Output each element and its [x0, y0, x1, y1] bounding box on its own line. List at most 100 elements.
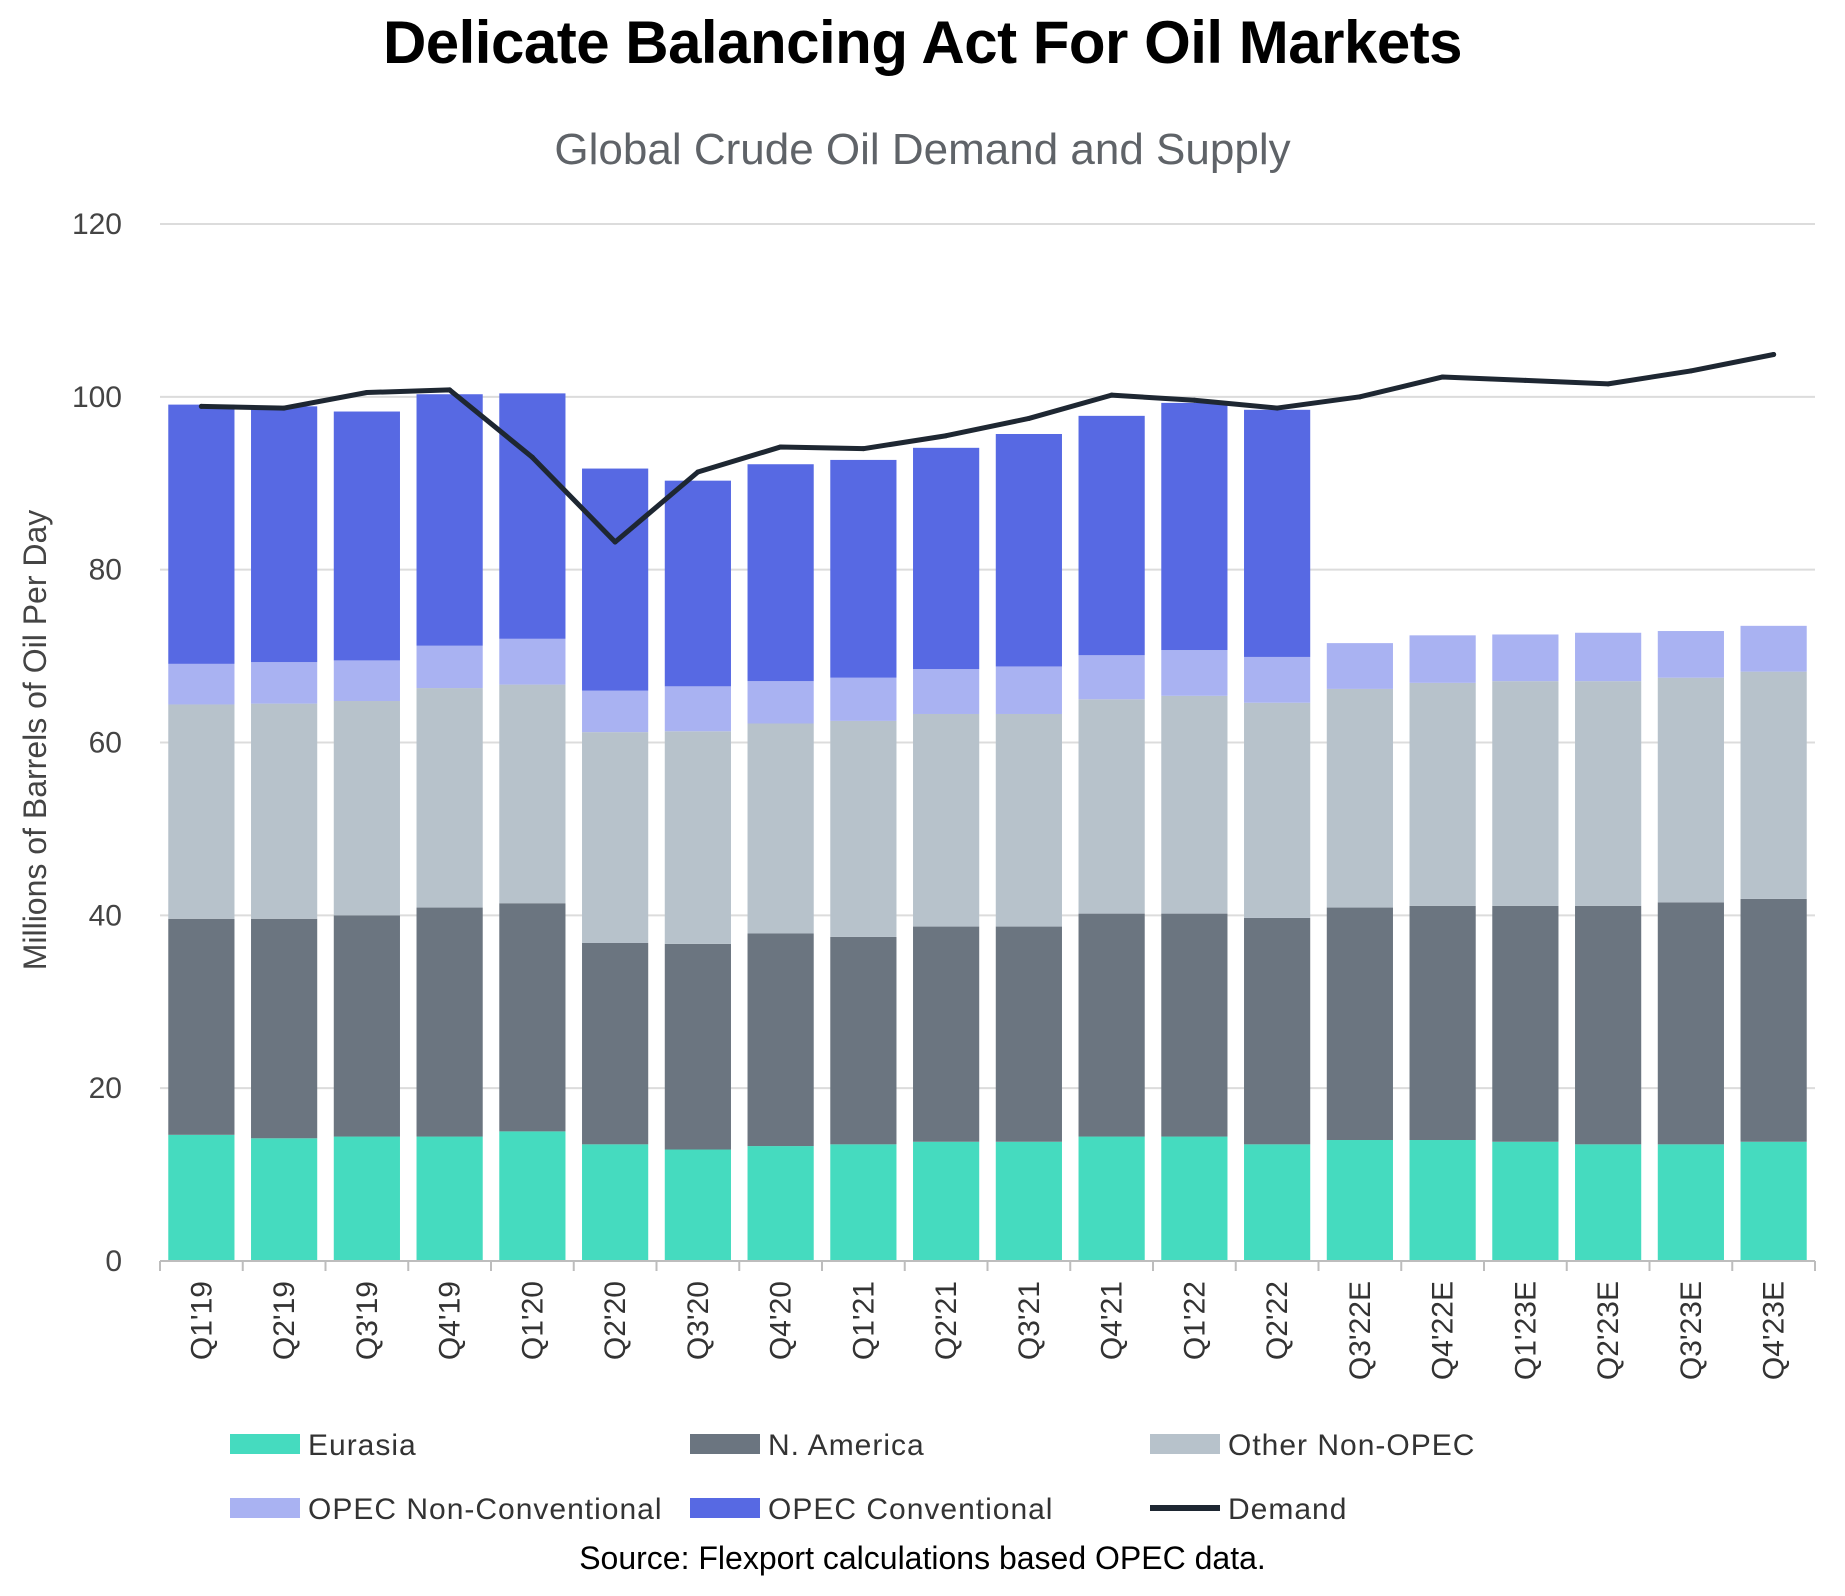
bar-opec-non-conventional: [1244, 656, 1311, 703]
bar-eurasia: [1244, 1144, 1311, 1261]
bar-opec-non-conventional: [747, 681, 814, 724]
bar-opec-non-conventional: [582, 690, 649, 733]
bar-other-non-opec: [416, 688, 483, 908]
x-tick-label: Q3'21: [1013, 1281, 1046, 1360]
bar-opec-non-conventional: [1657, 631, 1724, 678]
bar-other-non-opec: [251, 703, 318, 919]
demand-point: [1688, 368, 1694, 374]
x-tick-label: Q3'20: [682, 1281, 715, 1360]
bar-other-non-opec: [747, 723, 814, 934]
bar-other-non-opec: [664, 731, 731, 944]
x-tick-label: Q4'21: [1096, 1281, 1129, 1360]
bar-eurasia: [333, 1136, 400, 1261]
x-tick-label: Q2'19: [268, 1281, 301, 1360]
chart-title: Delicate Balancing Act For Oil Markets: [382, 9, 1463, 76]
bar-other-non-opec: [499, 684, 566, 904]
demand-point: [1357, 394, 1363, 400]
bar-n-america: [333, 915, 400, 1137]
demand-point: [1274, 405, 1280, 411]
bar-opec-non-conventional: [1575, 632, 1642, 682]
bar-n-america: [1740, 898, 1807, 1142]
bar-n-america: [1078, 913, 1145, 1137]
bar-opec-conventional: [416, 394, 483, 646]
bar-eurasia: [830, 1144, 897, 1261]
bar-opec-conventional: [664, 480, 731, 687]
bar-opec-non-conventional: [830, 677, 897, 721]
legend-swatch-n-america: [690, 1434, 760, 1454]
bar-opec-conventional: [913, 447, 980, 670]
y-axis-label: Millions of Barrels of Oil Per Day: [17, 510, 53, 971]
bar-opec-non-conventional: [333, 660, 400, 702]
bar-opec-non-conventional: [1740, 625, 1807, 672]
bar-n-america: [664, 943, 731, 1150]
y-tick-label: 20: [89, 1072, 122, 1105]
demand-point: [943, 433, 949, 439]
demand-point: [1771, 351, 1777, 357]
bar-opec-conventional: [995, 433, 1062, 667]
x-tick-label: Q3'19: [351, 1281, 384, 1360]
x-tick-label: Q2'23E: [1592, 1281, 1625, 1380]
demand-point: [1026, 415, 1032, 421]
demand-point: [198, 403, 204, 409]
bar-opec-non-conventional: [1409, 635, 1476, 683]
legend-label-n-america: N. America: [768, 1429, 925, 1462]
bar-opec-non-conventional: [995, 666, 1062, 714]
demand-point: [447, 387, 453, 393]
bar-other-non-opec: [582, 732, 649, 943]
bar-other-non-opec: [913, 713, 980, 927]
bar-n-america: [416, 907, 483, 1137]
demand-point: [612, 539, 618, 545]
x-tick-label: Q3'22E: [1344, 1281, 1377, 1380]
bar-eurasia: [1575, 1144, 1642, 1261]
demand-point: [1109, 392, 1115, 398]
x-tick-label: Q4'22E: [1427, 1281, 1460, 1380]
x-tick-label: Q1'21: [847, 1281, 880, 1360]
bar-other-non-opec: [1078, 699, 1145, 914]
x-tick-label: Q1'19: [185, 1281, 218, 1360]
bar-n-america: [582, 942, 649, 1145]
bar-opec-non-conventional: [1078, 655, 1145, 700]
bar-other-non-opec: [1575, 681, 1642, 906]
x-tick-label: Q4'19: [434, 1281, 467, 1360]
bar-opec-non-conventional: [416, 645, 483, 689]
bar-opec-conventional: [1161, 402, 1228, 651]
bar-eurasia: [416, 1136, 483, 1261]
y-tick-label: 60: [89, 727, 122, 760]
bar-opec-conventional: [333, 411, 400, 661]
demand-point: [860, 446, 866, 452]
bar-n-america: [499, 903, 566, 1132]
x-tick-label: Q1'22: [1178, 1281, 1211, 1360]
demand-point: [1440, 374, 1446, 380]
bar-n-america: [747, 933, 814, 1147]
bar-other-non-opec: [995, 713, 1062, 927]
bar-n-america: [1492, 905, 1559, 1142]
bar-opec-conventional: [582, 468, 649, 691]
bar-other-non-opec: [1740, 671, 1807, 899]
demand-point: [1605, 381, 1611, 387]
demand-point: [1191, 397, 1197, 403]
bar-n-america: [168, 918, 235, 1135]
bar-eurasia: [1161, 1136, 1228, 1261]
bar-opec-non-conventional: [499, 638, 566, 685]
bar-n-america: [1161, 913, 1228, 1137]
chart-subtitle: Global Crude Oil Demand and Supply: [554, 125, 1291, 174]
bar-other-non-opec: [1244, 702, 1311, 918]
bar-eurasia: [1409, 1140, 1476, 1261]
y-tick-label: 0: [105, 1245, 122, 1278]
bar-other-non-opec: [1326, 688, 1393, 908]
bar-eurasia: [1657, 1144, 1724, 1261]
bar-other-non-opec: [1657, 677, 1724, 903]
bar-n-america: [830, 936, 897, 1145]
bar-opec-conventional: [747, 464, 814, 682]
bar-opec-non-conventional: [251, 662, 318, 704]
bar-other-non-opec: [830, 720, 897, 937]
legend-label-other-non-opec: Other Non-OPEC: [1228, 1429, 1475, 1462]
y-tick-label: 100: [72, 381, 122, 414]
bar-n-america: [1409, 905, 1476, 1141]
x-tick-label: Q3'23E: [1675, 1281, 1708, 1380]
y-tick-label: 120: [72, 208, 122, 241]
bar-other-non-opec: [1409, 682, 1476, 906]
demand-point: [529, 454, 535, 460]
bar-n-america: [913, 926, 980, 1142]
bar-opec-non-conventional: [664, 686, 731, 732]
